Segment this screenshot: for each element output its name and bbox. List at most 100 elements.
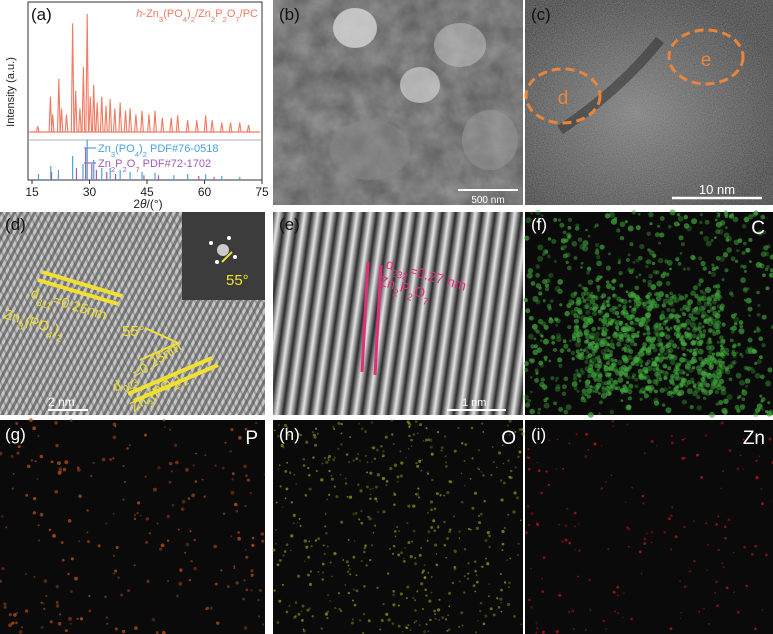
signal-dot <box>412 433 416 436</box>
signal-dot <box>445 461 447 464</box>
signal-dot <box>352 513 355 516</box>
signal-dot <box>626 337 631 341</box>
signal-dot <box>710 318 717 325</box>
signal-dot <box>739 404 746 410</box>
signal-dot <box>478 521 482 525</box>
signal-dot <box>638 550 642 554</box>
fft-spot <box>227 236 231 240</box>
signal-dot <box>551 340 556 345</box>
signal-dot <box>463 548 467 551</box>
scale-label: 10 nm <box>699 182 735 197</box>
signal-dot <box>646 331 651 336</box>
signal-dot <box>720 385 726 392</box>
signal-dot <box>398 530 401 533</box>
signal-dot <box>74 576 78 581</box>
signal-dot <box>715 266 719 270</box>
signal-dot <box>677 216 684 222</box>
signal-dot <box>670 548 673 551</box>
signal-dot <box>385 484 388 487</box>
signal-dot <box>60 540 64 545</box>
signal-dot <box>537 411 541 415</box>
signal-dot <box>418 553 422 557</box>
signal-dot <box>664 320 667 323</box>
signal-dot <box>427 438 431 442</box>
plane-line <box>373 264 383 376</box>
signal-dot <box>687 299 694 305</box>
signal-dot <box>558 593 562 597</box>
signal-dot <box>677 364 681 367</box>
signal-dot <box>422 440 425 442</box>
signal-dot <box>397 604 400 607</box>
signal-dot <box>609 211 615 218</box>
signal-dot <box>205 607 208 610</box>
signal-dot <box>594 331 600 337</box>
signal-dot <box>698 278 704 284</box>
t: O <box>127 158 136 170</box>
signal-dot <box>497 606 501 609</box>
signal-dot <box>567 236 571 240</box>
signal-dot <box>48 528 52 532</box>
signal-dot <box>302 629 306 633</box>
signal-dot <box>614 325 619 330</box>
signal-dot <box>757 304 761 308</box>
signal-dot <box>684 334 689 339</box>
t: 2 <box>55 332 63 344</box>
signal-dot <box>700 377 706 382</box>
signal-dot <box>723 398 729 405</box>
signal-dot <box>400 461 404 465</box>
legend-entry: Zn2P2O7 PDF#72-1702 <box>98 158 211 174</box>
signal-dot <box>55 601 59 604</box>
signal-dot <box>604 347 610 353</box>
signal-dot <box>324 513 327 515</box>
signal-dot <box>692 366 696 370</box>
t: 2 <box>191 15 195 24</box>
signal-dot <box>381 454 385 458</box>
signal-dot <box>715 229 720 235</box>
signal-dot <box>213 544 217 549</box>
signal-dot <box>425 594 428 597</box>
signal-dot <box>537 318 544 324</box>
signal-dot <box>273 429 276 432</box>
signal-dot <box>675 362 681 368</box>
signal-dot <box>646 259 652 265</box>
signal-dot <box>659 343 663 347</box>
signal-dot <box>344 477 347 480</box>
signal-dot <box>238 436 242 440</box>
t: 2 <box>406 291 414 303</box>
signal-dot <box>545 470 548 473</box>
signal-dot <box>754 408 760 414</box>
signal-dot <box>627 344 631 349</box>
signal-dot <box>501 529 505 534</box>
t: PDF#76-0518 <box>147 143 219 155</box>
signal-dot <box>620 399 624 402</box>
t: h <box>136 8 142 20</box>
signal-dot <box>599 244 605 250</box>
signal-dot <box>642 332 646 336</box>
signal-dot <box>650 439 654 443</box>
signal-dot <box>563 343 569 349</box>
signal-dot <box>668 347 674 353</box>
element-label: Zn <box>743 428 765 449</box>
signal-dot <box>674 535 678 539</box>
signal-dot <box>701 305 707 311</box>
signal-dot <box>277 424 280 427</box>
signal-dot <box>10 454 14 459</box>
signal-dot <box>565 404 572 411</box>
signal-dot <box>481 422 484 425</box>
signal-dot <box>507 513 510 516</box>
signal-dot <box>744 378 751 384</box>
signal-dot <box>632 297 637 302</box>
signal-dot <box>609 365 615 372</box>
signal-dot <box>513 614 516 618</box>
signal-dot <box>585 228 588 232</box>
signal-dot <box>662 363 668 369</box>
signal-dot <box>286 461 289 464</box>
signal-dot <box>457 426 460 430</box>
signal-dot <box>612 590 616 594</box>
signal-dot <box>596 255 601 260</box>
signal-dot <box>601 330 608 337</box>
signal-dot <box>576 315 581 319</box>
signal-dot <box>363 547 366 550</box>
signal-dot <box>706 297 713 303</box>
signal-dot <box>526 456 529 459</box>
